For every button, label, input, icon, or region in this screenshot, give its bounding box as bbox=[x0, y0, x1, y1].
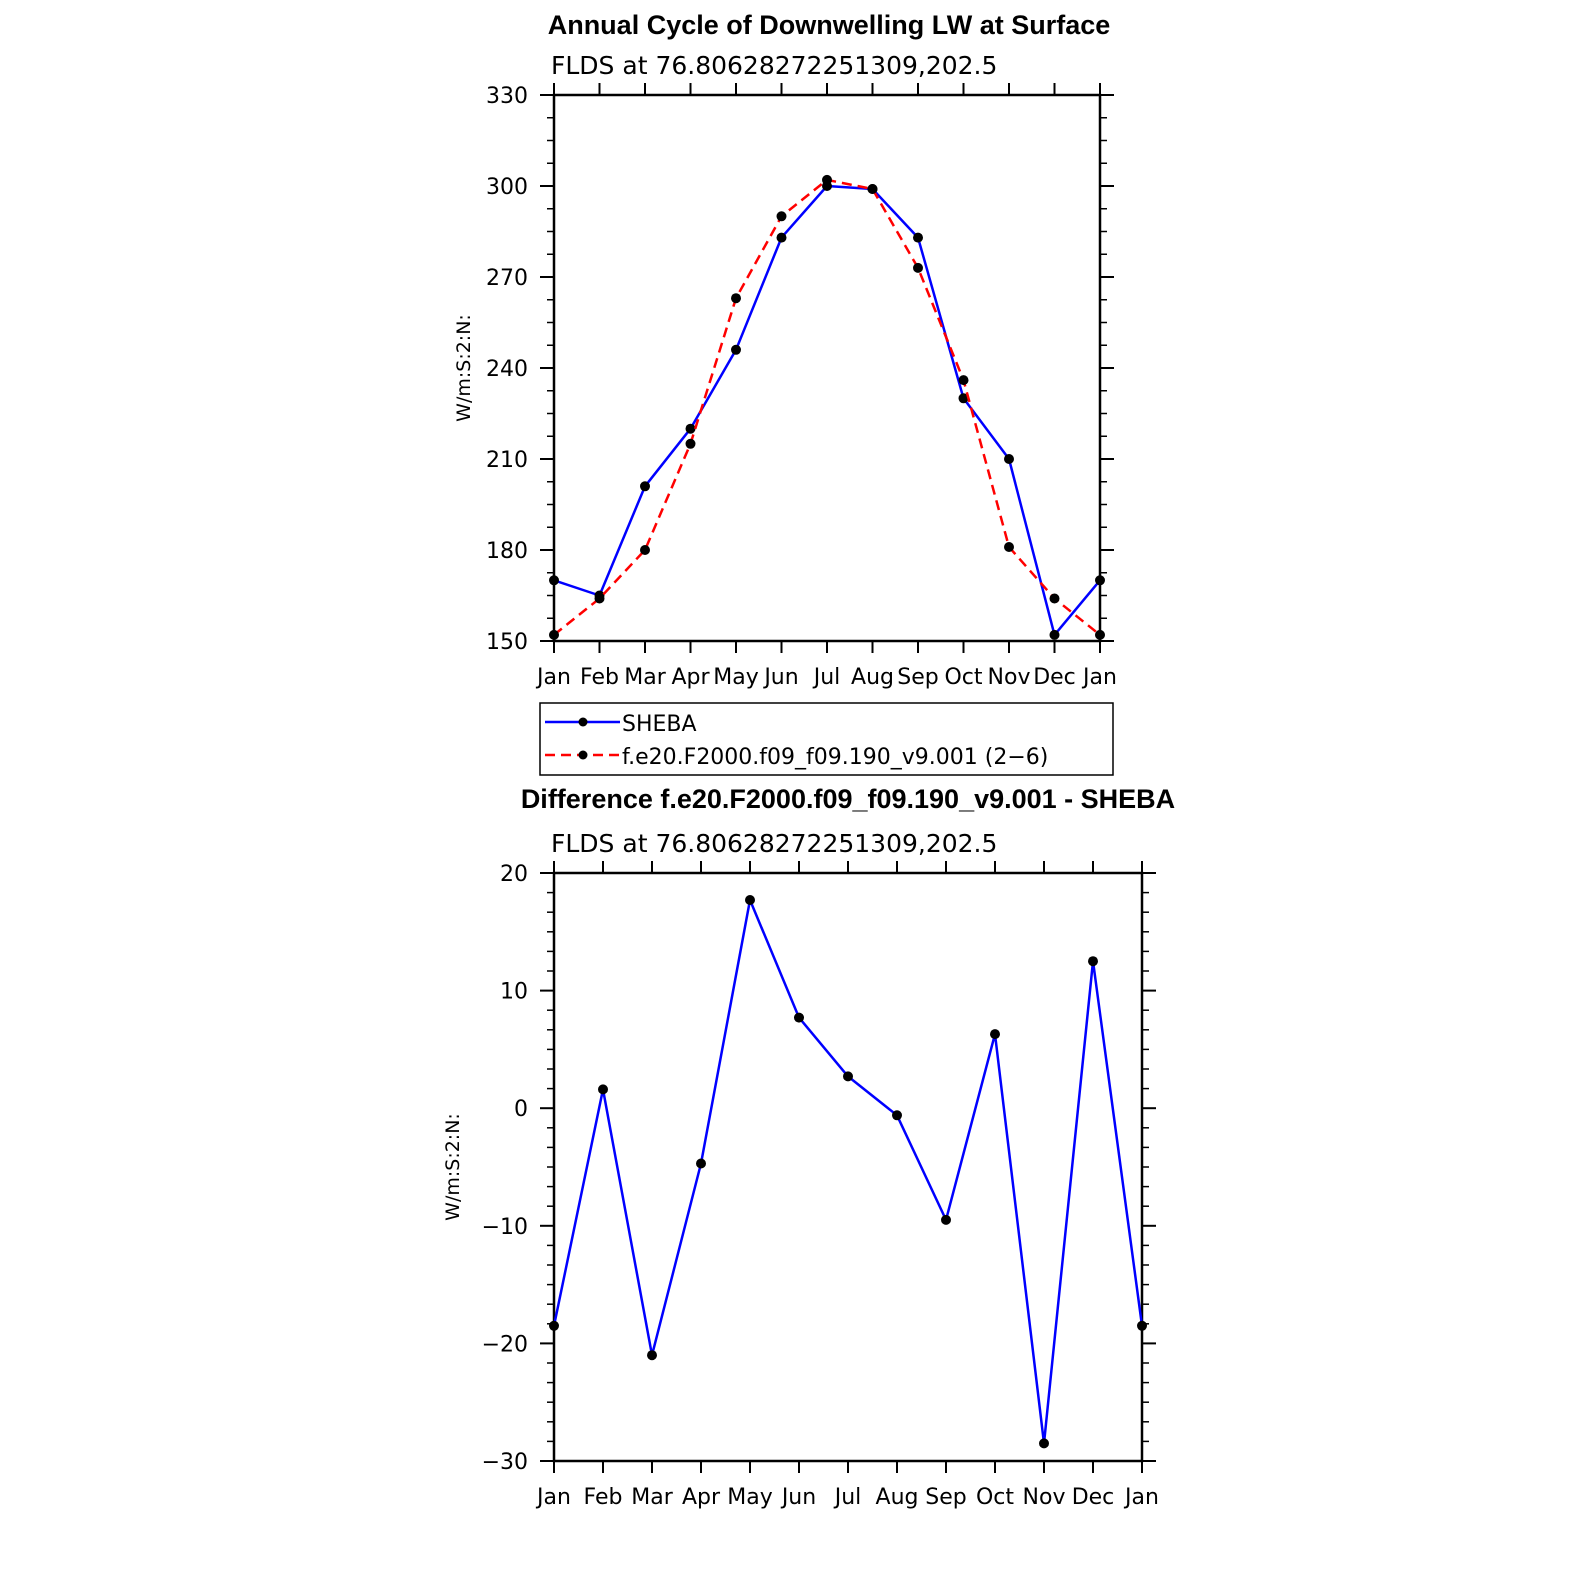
legend-label-sheba: SHEBA bbox=[622, 712, 697, 737]
legend-item-model: f.e20.F2000.f09_f09.190_v9.001 (2−6) bbox=[545, 745, 1048, 770]
y-tick-label: 330 bbox=[486, 84, 528, 109]
x-tick-label: May bbox=[727, 1485, 772, 1510]
data-point bbox=[1095, 629, 1105, 640]
plot-frame bbox=[552, 871, 1144, 1463]
y-tick-label: 270 bbox=[486, 266, 528, 291]
data-point bbox=[1004, 542, 1014, 552]
legend: SHEBA f.e20.F2000.f09_f09.190_v9.001 (2−… bbox=[539, 702, 1114, 776]
data-point bbox=[913, 232, 923, 243]
data-point bbox=[640, 545, 650, 555]
data-point bbox=[549, 575, 559, 586]
chart-title: Difference f.e20.F2000.f09_f09.190_v9.00… bbox=[521, 784, 1175, 814]
data-point bbox=[594, 593, 605, 604]
y-tick-label: 300 bbox=[486, 175, 528, 200]
x-tick-label: Jun bbox=[780, 1485, 816, 1510]
data-point bbox=[696, 1158, 706, 1169]
x-tick-label: Jan bbox=[535, 665, 571, 690]
data-point bbox=[941, 1214, 951, 1225]
x-tick-label: Jan bbox=[535, 1485, 571, 1510]
x-tick-label: Sep bbox=[925, 1485, 966, 1510]
x-tick-label: Dec bbox=[1072, 1485, 1115, 1510]
data-point bbox=[1039, 1438, 1049, 1449]
x-tick-label: Mar bbox=[631, 1485, 673, 1510]
x-tick-label: Jul bbox=[833, 1485, 862, 1510]
data-point bbox=[1095, 575, 1105, 586]
y-tick-label: 0 bbox=[514, 1097, 528, 1122]
x-tick-label: Jul bbox=[812, 665, 841, 690]
data-point bbox=[598, 1084, 608, 1095]
y-tick-label: 150 bbox=[486, 630, 528, 655]
data-point bbox=[685, 438, 696, 449]
data-point bbox=[958, 375, 969, 386]
data-point bbox=[1049, 593, 1060, 604]
data-point bbox=[776, 232, 787, 243]
x-tick-label: Apr bbox=[671, 665, 710, 690]
data-point bbox=[731, 344, 741, 355]
x-tick-label: Aug bbox=[876, 1485, 919, 1510]
legend-item-sheba: SHEBA bbox=[545, 712, 697, 737]
x-tick-label: Sep bbox=[897, 665, 938, 690]
data-point bbox=[776, 211, 787, 222]
data-point bbox=[731, 293, 741, 304]
y-tick-label: 180 bbox=[486, 539, 528, 564]
legend-label-model: f.e20.F2000.f09_f09.190_v9.001 (2−6) bbox=[622, 745, 1048, 770]
x-tick-label: Dec bbox=[1033, 665, 1076, 690]
y-tick-label: −10 bbox=[482, 1215, 528, 1240]
y-axis-label: W/m:S:2:N: bbox=[453, 314, 475, 422]
data-point bbox=[745, 895, 755, 905]
data-point bbox=[867, 184, 878, 194]
x-tick-label: Feb bbox=[580, 665, 619, 690]
data-point bbox=[1049, 629, 1060, 640]
x-tick-label: Jan bbox=[1081, 665, 1117, 690]
data-point bbox=[1004, 454, 1014, 464]
y-tick-label: 240 bbox=[486, 357, 528, 382]
x-tick-label: Oct bbox=[944, 665, 982, 690]
data-point bbox=[647, 1350, 657, 1361]
y-axis-label: W/m:S:2:N: bbox=[442, 1113, 464, 1221]
difference-chart: Difference f.e20.F2000.f09_f09.190_v9.00… bbox=[442, 784, 1175, 1510]
x-tick-label: Feb bbox=[584, 1485, 623, 1510]
data-point bbox=[549, 629, 559, 640]
data-point bbox=[990, 1029, 1000, 1040]
y-tick-label: 20 bbox=[500, 862, 528, 887]
x-tick-label: Jan bbox=[1123, 1485, 1159, 1510]
x-tick-label: Mar bbox=[624, 665, 666, 690]
series-line-0 bbox=[552, 898, 1144, 1445]
data-point bbox=[794, 1012, 804, 1023]
x-tick-label: May bbox=[713, 665, 758, 690]
x-tick-label: Oct bbox=[976, 1485, 1014, 1510]
legend-box bbox=[539, 702, 1114, 776]
legend-marker-model bbox=[578, 750, 588, 760]
x-tick-label: Jun bbox=[762, 665, 798, 690]
chart-title: Annual Cycle of Downwelling LW at Surfac… bbox=[548, 10, 1111, 40]
annual-cycle-chart: Annual Cycle of Downwelling LW at Surfac… bbox=[453, 10, 1117, 776]
data-point bbox=[822, 174, 832, 185]
x-tick-label: Nov bbox=[988, 665, 1031, 690]
data-point bbox=[549, 1320, 559, 1331]
data-point bbox=[1088, 956, 1098, 967]
series-line-1 bbox=[553, 178, 1101, 636]
chart-subtitle: FLDS at 76.80628272251309,202.5 bbox=[551, 829, 997, 858]
y-tick-label: −20 bbox=[482, 1332, 528, 1357]
y-tick-label: −30 bbox=[482, 1450, 528, 1475]
data-point bbox=[640, 481, 650, 492]
data-point bbox=[892, 1110, 902, 1121]
y-tick-label: 210 bbox=[486, 448, 528, 473]
data-point bbox=[1137, 1320, 1147, 1331]
data-point bbox=[685, 423, 696, 434]
x-tick-label: Apr bbox=[682, 1485, 721, 1510]
data-point bbox=[913, 262, 923, 273]
y-tick-label: 10 bbox=[500, 980, 528, 1005]
series-line-0 bbox=[553, 184, 1101, 637]
data-point bbox=[958, 393, 969, 404]
chart-subtitle: FLDS at 76.80628272251309,202.5 bbox=[551, 51, 997, 80]
legend-marker-sheba bbox=[578, 717, 588, 727]
data-point bbox=[843, 1071, 853, 1082]
x-tick-label: Nov bbox=[1023, 1485, 1066, 1510]
x-tick-label: Aug bbox=[851, 665, 894, 690]
